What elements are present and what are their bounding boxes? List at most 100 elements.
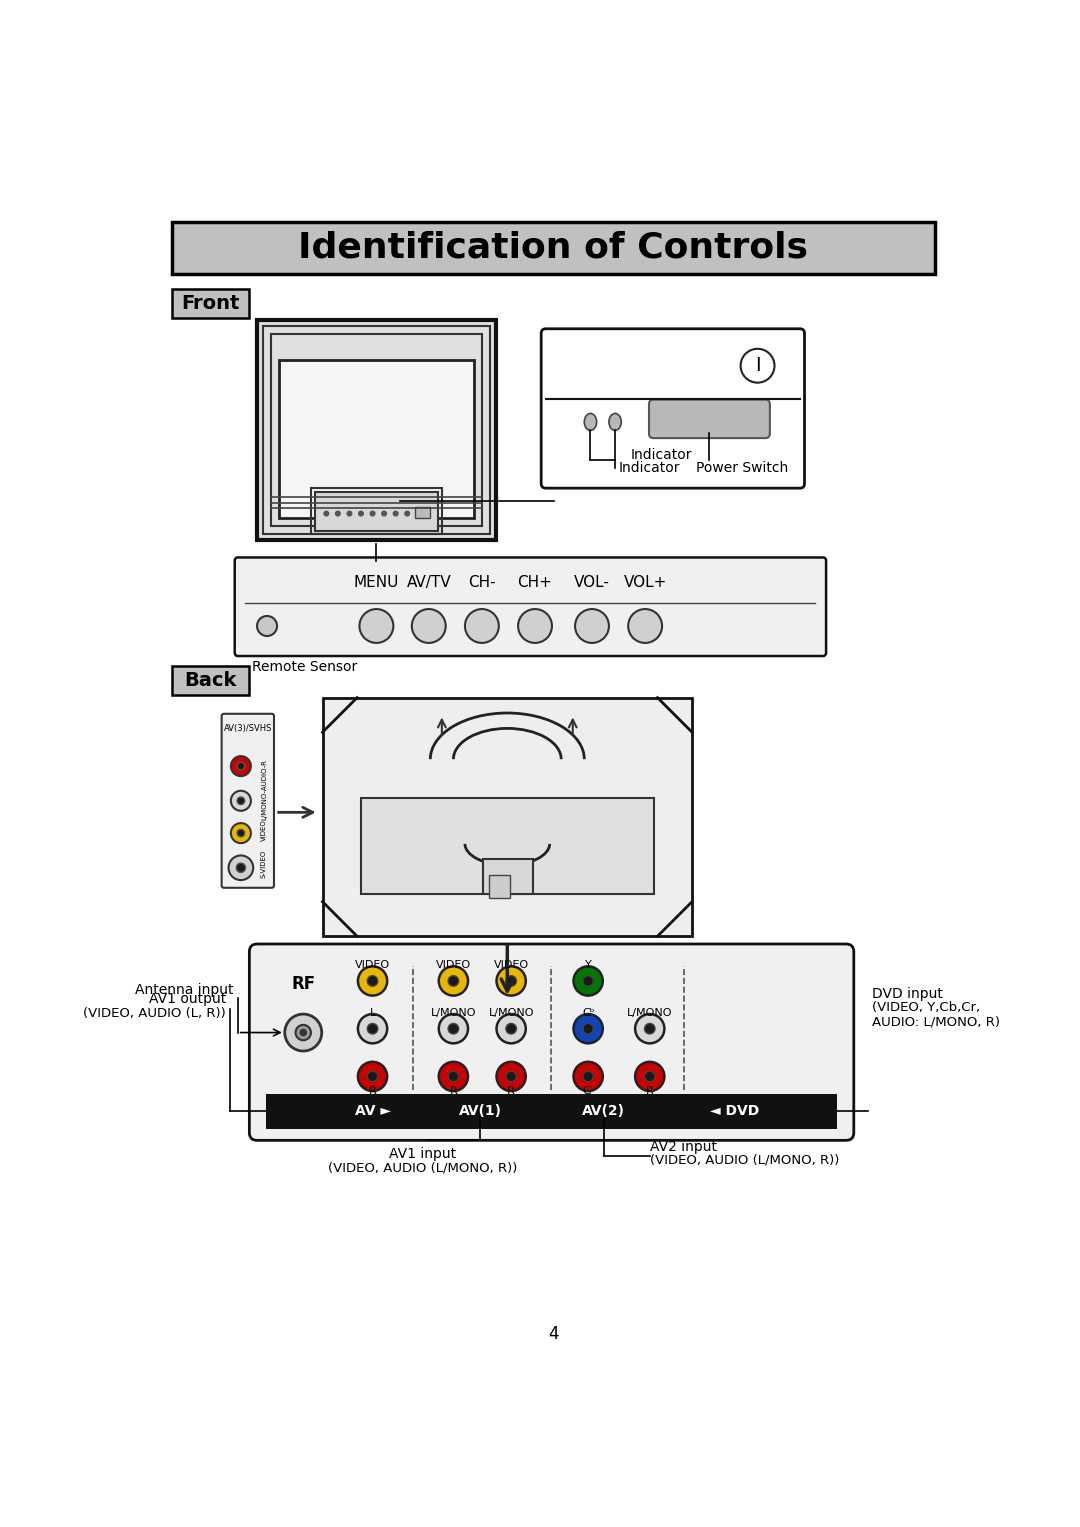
Circle shape bbox=[645, 1070, 654, 1081]
Text: VOL-: VOL- bbox=[575, 574, 610, 589]
Text: AV(1): AV(1) bbox=[459, 1104, 502, 1118]
Text: AV(3)/SVHS: AV(3)/SVHS bbox=[224, 724, 272, 733]
Ellipse shape bbox=[584, 414, 596, 431]
Circle shape bbox=[285, 1014, 322, 1051]
Circle shape bbox=[357, 1061, 387, 1092]
Circle shape bbox=[635, 1014, 664, 1043]
Text: VIDEO: VIDEO bbox=[436, 960, 471, 970]
Circle shape bbox=[438, 967, 468, 996]
Text: L/MONO: L/MONO bbox=[488, 1008, 534, 1019]
Circle shape bbox=[635, 1061, 664, 1092]
Circle shape bbox=[257, 615, 278, 637]
Circle shape bbox=[583, 1023, 593, 1034]
Text: R: R bbox=[449, 1086, 457, 1096]
Circle shape bbox=[237, 863, 245, 872]
Text: RF: RF bbox=[292, 976, 315, 993]
FancyBboxPatch shape bbox=[489, 875, 510, 898]
Circle shape bbox=[573, 1061, 603, 1092]
Circle shape bbox=[575, 609, 609, 643]
Circle shape bbox=[448, 1070, 459, 1081]
Circle shape bbox=[438, 1061, 468, 1092]
Text: ◄ DVD: ◄ DVD bbox=[710, 1104, 759, 1118]
Text: L: L bbox=[369, 1008, 376, 1019]
Text: Antenna input: Antenna input bbox=[135, 983, 234, 997]
Text: (VIDEO, Y,Cb,Cr,: (VIDEO, Y,Cb,Cr, bbox=[872, 1002, 980, 1014]
Text: Cᵇ: Cᵇ bbox=[582, 1008, 594, 1019]
Circle shape bbox=[370, 512, 375, 516]
Circle shape bbox=[518, 609, 552, 643]
Circle shape bbox=[573, 967, 603, 996]
Text: VOL+: VOL+ bbox=[623, 574, 666, 589]
FancyBboxPatch shape bbox=[271, 334, 482, 525]
Circle shape bbox=[741, 348, 774, 383]
Text: AV ►: AV ► bbox=[354, 1104, 391, 1118]
Circle shape bbox=[324, 512, 328, 516]
Text: Identification of Controls: Identification of Controls bbox=[298, 231, 809, 264]
Circle shape bbox=[505, 976, 516, 986]
Text: L/MONO-AUDIO-R: L/MONO-AUDIO-R bbox=[261, 759, 267, 820]
FancyBboxPatch shape bbox=[415, 507, 430, 518]
Circle shape bbox=[231, 756, 251, 776]
Circle shape bbox=[438, 1014, 468, 1043]
Text: Y: Y bbox=[584, 960, 592, 970]
Text: VIDEO: VIDEO bbox=[355, 960, 390, 970]
Text: R: R bbox=[508, 1086, 515, 1096]
Bar bbox=[267, 1095, 837, 1128]
FancyBboxPatch shape bbox=[249, 944, 854, 1141]
Text: AV(2): AV(2) bbox=[582, 1104, 625, 1118]
Circle shape bbox=[448, 976, 459, 986]
FancyBboxPatch shape bbox=[483, 860, 532, 893]
FancyBboxPatch shape bbox=[649, 400, 770, 438]
Text: AV1 output: AV1 output bbox=[149, 993, 226, 1006]
Circle shape bbox=[336, 512, 340, 516]
Circle shape bbox=[505, 1070, 516, 1081]
FancyBboxPatch shape bbox=[541, 328, 805, 489]
Circle shape bbox=[238, 762, 245, 770]
Circle shape bbox=[229, 855, 253, 880]
Circle shape bbox=[573, 1014, 603, 1043]
Circle shape bbox=[367, 1070, 378, 1081]
Circle shape bbox=[296, 1025, 311, 1040]
Circle shape bbox=[465, 609, 499, 643]
Text: MENU: MENU bbox=[354, 574, 400, 589]
Circle shape bbox=[300, 1029, 307, 1035]
Circle shape bbox=[357, 1014, 387, 1043]
Text: DVD input: DVD input bbox=[872, 986, 943, 1002]
Circle shape bbox=[367, 1023, 378, 1034]
Ellipse shape bbox=[609, 414, 621, 431]
Circle shape bbox=[583, 1070, 593, 1081]
Circle shape bbox=[417, 512, 421, 516]
Text: L/MONO: L/MONO bbox=[431, 1008, 476, 1019]
FancyBboxPatch shape bbox=[323, 698, 692, 936]
Text: R: R bbox=[368, 1086, 377, 1096]
Circle shape bbox=[629, 609, 662, 643]
FancyBboxPatch shape bbox=[221, 713, 274, 887]
Circle shape bbox=[583, 976, 593, 986]
Text: Power Switch: Power Switch bbox=[696, 461, 788, 475]
Text: AUDIO: L/MONO, R): AUDIO: L/MONO, R) bbox=[872, 1015, 999, 1028]
Text: I: I bbox=[755, 356, 760, 376]
Text: Indicator: Indicator bbox=[631, 447, 692, 463]
Text: Front: Front bbox=[181, 293, 240, 313]
Text: CH+: CH+ bbox=[517, 574, 553, 589]
FancyBboxPatch shape bbox=[279, 360, 474, 518]
Text: VIDEO: VIDEO bbox=[261, 818, 267, 841]
Circle shape bbox=[231, 791, 251, 811]
FancyBboxPatch shape bbox=[314, 492, 438, 530]
Circle shape bbox=[347, 512, 352, 516]
Text: (VIDEO, AUDIO (L/MONO, R)): (VIDEO, AUDIO (L/MONO, R)) bbox=[650, 1154, 839, 1167]
Text: Cᵣ: Cᵣ bbox=[583, 1086, 594, 1096]
Text: Back: Back bbox=[185, 672, 237, 690]
Text: CH-: CH- bbox=[468, 574, 496, 589]
Circle shape bbox=[497, 1014, 526, 1043]
Text: AV/TV: AV/TV bbox=[406, 574, 451, 589]
Circle shape bbox=[357, 967, 387, 996]
Text: 4: 4 bbox=[549, 1325, 558, 1344]
FancyBboxPatch shape bbox=[264, 327, 489, 533]
Circle shape bbox=[367, 976, 378, 986]
Circle shape bbox=[393, 512, 397, 516]
Text: L/MONO: L/MONO bbox=[627, 1008, 673, 1019]
Circle shape bbox=[359, 512, 363, 516]
Text: (VIDEO, AUDIO (L/MONO, R)): (VIDEO, AUDIO (L/MONO, R)) bbox=[328, 1162, 517, 1174]
Circle shape bbox=[238, 797, 245, 805]
